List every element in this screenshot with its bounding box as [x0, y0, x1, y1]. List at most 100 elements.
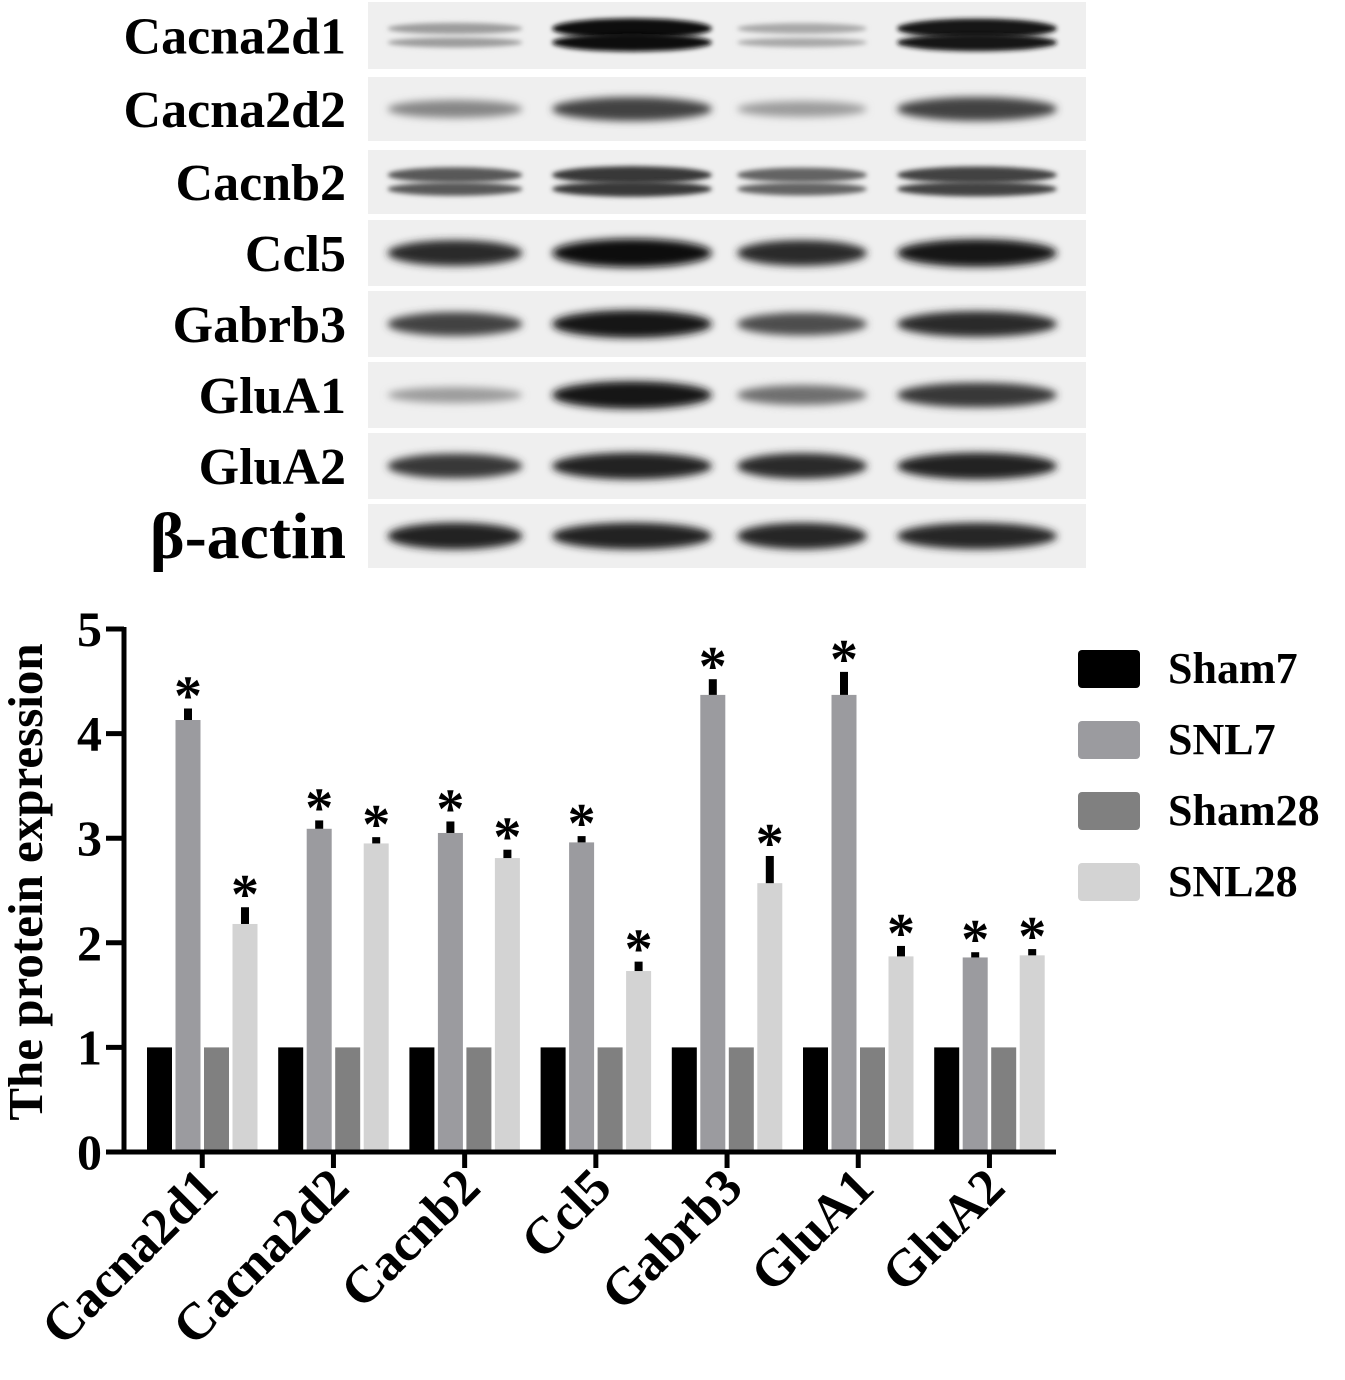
bar — [466, 1047, 492, 1152]
plot-area: * * * * * * * * * * * * * * — [147, 629, 1046, 1152]
blot-row: Cacna2d2 — [124, 77, 1086, 141]
x-tick-label: Cacnb2 — [330, 1158, 491, 1319]
significance-marker: * — [493, 807, 521, 869]
bar — [860, 1047, 885, 1152]
protein-band — [897, 33, 1057, 52]
blot-row-label: Ccl5 — [245, 226, 346, 283]
protein-band — [737, 240, 867, 266]
bar — [700, 694, 726, 1152]
bar — [831, 694, 857, 1152]
significance-marker: * — [830, 629, 858, 691]
protein-band — [897, 239, 1057, 267]
x-tick-label: GluA2 — [871, 1158, 1016, 1303]
protein-band — [737, 182, 867, 196]
bar — [934, 1047, 960, 1152]
y-tick-label: 5 — [77, 601, 102, 657]
significance-marker: * — [1018, 906, 1046, 968]
x-tick-label: Ccl5 — [511, 1158, 623, 1270]
blot-row-label: β-actin — [150, 500, 346, 573]
protein-band — [897, 18, 1057, 39]
protein-band — [737, 37, 867, 48]
x-tick-label: GluA1 — [740, 1158, 885, 1303]
protein-band — [897, 382, 1057, 408]
y-axis-label: The protein expression — [0, 643, 53, 1120]
protein-band — [552, 33, 712, 52]
bar — [569, 842, 595, 1152]
y-tick-label: 2 — [77, 915, 102, 971]
error-bar — [897, 945, 905, 957]
protein-band — [897, 311, 1057, 337]
x-tick-label: Gabrb3 — [591, 1158, 754, 1321]
legend-label: Sham7 — [1168, 644, 1298, 693]
protein-band — [387, 522, 523, 550]
protein-band — [552, 97, 712, 121]
bar — [409, 1047, 435, 1152]
error-bar — [971, 952, 980, 958]
protein-band — [552, 166, 712, 184]
blot-row: GluA2 — [199, 433, 1086, 499]
bar — [175, 720, 201, 1152]
bar — [728, 1047, 754, 1152]
significance-marker: * — [625, 919, 653, 981]
bar — [597, 1047, 623, 1152]
protein-band — [552, 181, 712, 197]
legend-swatch — [1078, 721, 1140, 759]
bar — [306, 828, 332, 1152]
legend-swatch — [1078, 863, 1140, 901]
bar — [204, 1047, 229, 1152]
protein-band — [737, 385, 867, 405]
protein-band — [897, 181, 1057, 197]
protein-band — [387, 240, 523, 266]
significance-marker: * — [699, 636, 727, 698]
blot-row-label: Cacna2d2 — [124, 82, 346, 139]
bar — [232, 923, 258, 1152]
protein-band — [897, 522, 1057, 550]
significance-marker: * — [174, 665, 202, 727]
bar — [888, 956, 914, 1152]
blot-row: Cacnb2 — [176, 150, 1086, 214]
blot-row-label: Gabrb3 — [173, 297, 346, 354]
error-bar — [241, 907, 249, 924]
error-bar — [372, 837, 381, 844]
significance-marker: * — [568, 793, 596, 855]
legend: Sham7 SNL7 Sham28 SNL28 — [1078, 644, 1320, 906]
protein-band — [552, 238, 712, 268]
bar — [757, 883, 783, 1152]
error-bar — [634, 961, 643, 972]
legend-swatch — [1078, 792, 1140, 830]
y-tick-label: 3 — [77, 810, 102, 866]
protein-band — [552, 522, 712, 550]
legend-label: SNL28 — [1168, 857, 1298, 906]
protein-band — [387, 22, 523, 35]
blot-row-label: GluA1 — [199, 368, 346, 425]
error-bar — [840, 671, 848, 695]
bar — [803, 1047, 828, 1152]
protein-band — [552, 381, 712, 409]
legend-label: SNL7 — [1168, 715, 1276, 764]
protein-band — [387, 182, 523, 196]
protein-band — [552, 18, 712, 39]
protein-band — [737, 101, 867, 117]
protein-band — [737, 312, 867, 336]
protein-band — [387, 167, 523, 183]
western-blot-panel: Cacna2d1 Cacna2d2 Cacnb2 Ccl5 Gabrb3 GluA1 Glu… — [124, 2, 1086, 573]
bar — [437, 832, 463, 1152]
protein-band — [387, 453, 523, 479]
significance-marker: * — [362, 794, 390, 856]
blot-row-label: GluA2 — [199, 439, 346, 496]
protein-band — [897, 97, 1057, 121]
protein-band — [552, 310, 712, 338]
significance-marker: * — [887, 903, 915, 965]
protein-band — [897, 452, 1057, 480]
y-tick-label: 1 — [77, 1019, 102, 1075]
bar — [991, 1047, 1017, 1152]
protein-band — [737, 453, 867, 479]
blot-row: GluA1 — [199, 362, 1086, 428]
protein-band — [737, 522, 867, 550]
y-tick-label: 0 — [77, 1124, 102, 1180]
legend-label: Sham28 — [1168, 786, 1320, 835]
bar — [962, 957, 988, 1152]
error-bar — [577, 836, 586, 843]
y-tick-label: 4 — [77, 706, 102, 762]
